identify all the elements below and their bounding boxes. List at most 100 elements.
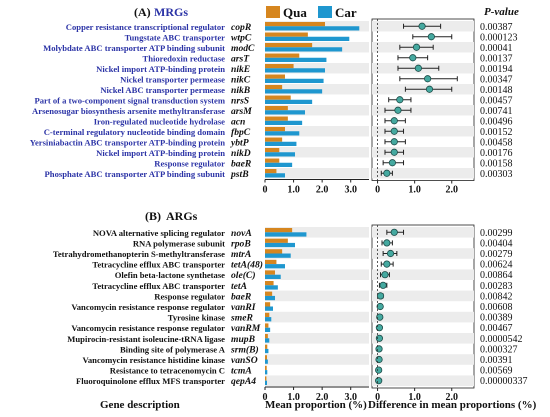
bar-qua [265, 158, 280, 163]
gene-description: Response regulator [154, 158, 225, 168]
difference-point [375, 366, 383, 374]
gene-description: Vancomycin resistance response regulator [71, 323, 225, 333]
difference-point [383, 260, 391, 268]
p-value: 0.00158 [480, 158, 513, 169]
p-value: 0.00496 [480, 116, 513, 127]
difference-point [396, 96, 404, 104]
difference-point [424, 75, 432, 83]
difference-point [427, 33, 435, 41]
gene-description: Resistance to tetracenomycin C [110, 366, 225, 376]
bar-axis-tick-label: 1.0 [287, 392, 300, 403]
gene-symbol: vanSO [231, 355, 258, 366]
bar-qua [265, 22, 325, 27]
gene-description: Nickel import ATP-binding protein [96, 148, 225, 158]
p-value: 0.00389 [480, 313, 513, 324]
gene-description: Vancomycin resistance histidine kinase [82, 355, 225, 365]
difference-axis-tick-label: 0 [375, 392, 380, 403]
gene-description: C-terminal regulatory nucleotide binding… [44, 127, 225, 137]
gene-symbol: nikD [231, 148, 251, 159]
gene-symbol: srm(B) [230, 344, 259, 355]
bar-qua [265, 238, 288, 243]
difference-point [390, 228, 398, 236]
bar-car [265, 274, 281, 279]
gene-symbol: tetA(48) [231, 260, 263, 271]
gene-description: RNA polymerase subunit [133, 238, 225, 248]
bar-qua [265, 64, 294, 69]
bar-car [265, 327, 271, 332]
bar-qua [265, 32, 308, 37]
bar-car [265, 99, 313, 104]
bar-qua [265, 127, 285, 132]
gene-description: Tetracycline efflux ABC transporter [92, 260, 225, 270]
gene-symbol: baeR [231, 291, 252, 302]
bar-qua [265, 291, 273, 296]
p-value: 0.00458 [480, 137, 513, 148]
difference-point [414, 64, 422, 72]
row-stripe [372, 126, 474, 137]
gene-description: NOVA alternative splicing regulator [93, 228, 225, 238]
legend-qua-swatch [266, 6, 280, 18]
gene-symbol: modC [231, 43, 255, 54]
p-value: 0.00283 [480, 281, 513, 292]
difference-axis-tick-label: 1.0 [408, 392, 421, 403]
bar-qua [265, 259, 277, 265]
difference-point [386, 249, 395, 258]
difference-point [383, 239, 391, 247]
difference-axis-tick-label: 2.0 [445, 392, 458, 403]
row-stripe [372, 290, 474, 302]
gene-description: Molybdate ABC transporter ATP binding su… [43, 43, 225, 53]
bar-axis-tick-label: 3.0 [344, 392, 357, 403]
row-stripe [372, 269, 474, 280]
difference-point [376, 313, 384, 321]
row-stripe [372, 227, 474, 238]
p-value: 0.00279 [480, 249, 513, 260]
row-stripe [372, 311, 474, 323]
pvalue-header: P-value [484, 6, 519, 18]
gene-symbol: rpoB [231, 238, 251, 249]
difference-point [425, 85, 434, 93]
bar-qua [265, 74, 285, 79]
p-value: 0.000123 [480, 32, 518, 43]
gene-description: Nickel ABC transporter permease [100, 85, 225, 95]
bar-qua [265, 116, 288, 121]
bar-car [265, 68, 325, 73]
gene-symbol: wtpC [231, 32, 252, 43]
p-value: 0.00457 [480, 95, 513, 106]
gene-symbol: mupB [231, 334, 256, 345]
difference-point [418, 22, 426, 30]
gene-description-label: Gene description [100, 399, 180, 411]
bar-car [265, 131, 300, 136]
difference-point [390, 117, 398, 125]
p-value: 0.00467 [480, 323, 513, 334]
difference-label: Difference in mean proportions (%) [368, 399, 537, 411]
difference-point [379, 281, 387, 289]
p-value: 0.00194 [480, 64, 513, 75]
difference-panel-frame [371, 18, 475, 181]
gene-symbol: smeR [230, 313, 253, 324]
bar-car [265, 89, 323, 94]
p-value: 0.00864 [480, 270, 513, 281]
p-value: 0.00624 [480, 260, 513, 271]
row-stripe [265, 248, 369, 259]
bar-qua [265, 137, 283, 142]
row-stripe [265, 290, 369, 302]
gene-symbol: fbpC [231, 127, 251, 138]
gene-symbol: ybtP [230, 137, 249, 148]
bar-car [265, 110, 305, 115]
gene-symbol: nikC [231, 74, 251, 85]
panel-b-title: ARGs [166, 209, 198, 223]
gene-symbol: arsM [231, 106, 252, 117]
mean-proportion-label: Mean proportion (%) [265, 399, 367, 411]
gene-symbol: tcmA [231, 366, 252, 377]
bar-car [265, 306, 273, 311]
row-stripe [265, 375, 369, 386]
gene-description: Response regulator [154, 291, 225, 301]
bar-axis-tick-label: 2.0 [316, 185, 329, 196]
bar-car [265, 253, 291, 258]
gene-symbol: nikE [231, 64, 250, 75]
bar-axis-tick-label: 1.0 [287, 185, 300, 196]
bar-qua [265, 228, 293, 233]
bar-car [265, 162, 293, 167]
gene-description: Iron-regulated nucleotide hydrolase [94, 116, 225, 126]
difference-panel-frame [371, 224, 475, 389]
